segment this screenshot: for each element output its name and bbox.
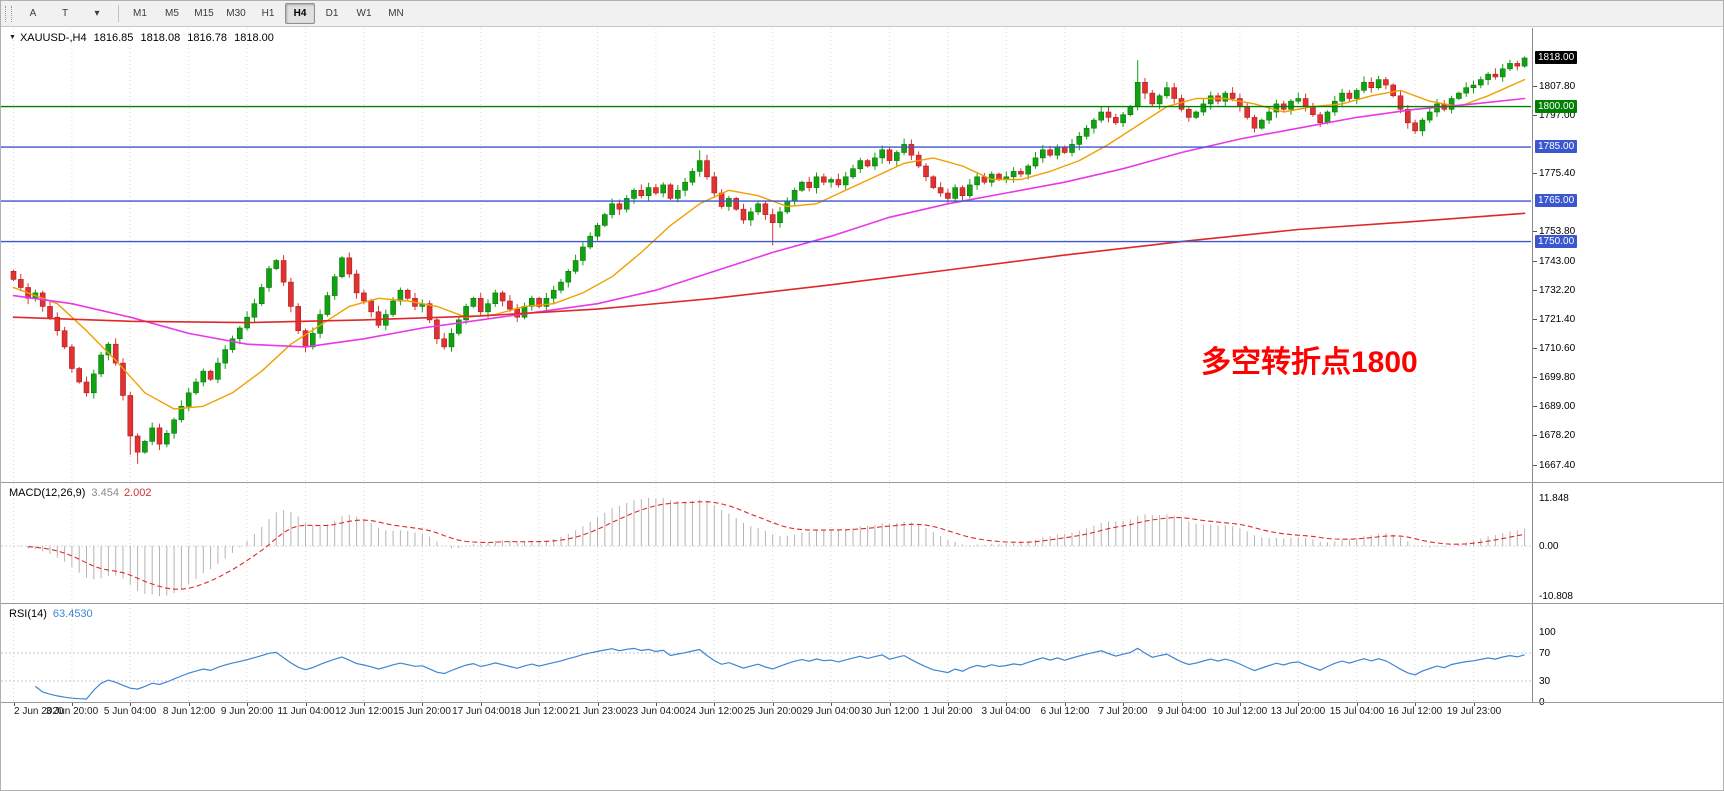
- price-axis-label: 1753.80: [1539, 226, 1576, 237]
- rsi-axis: 10070300: [1532, 604, 1723, 708]
- time-axis-label: 3 Jun 20:00: [45, 706, 99, 717]
- time-axis-label: 16 Jul 12:00: [1387, 706, 1443, 717]
- time-axis-label: 8 Jun 12:00: [162, 706, 216, 717]
- time-axis-border: [1, 702, 1723, 703]
- price-axis-label: 1775.40: [1539, 168, 1576, 179]
- panel-resize-handle[interactable]: [1, 482, 1723, 483]
- current-price-flag: 1818.00: [1535, 51, 1578, 64]
- macd-axis: 11.848 0.00 -10.808: [1532, 483, 1723, 603]
- time-axis-label: 13 Jul 20:00: [1270, 706, 1326, 717]
- ohlc-low: 1816.78: [187, 32, 228, 44]
- timeframes-toolbar: M1 M5 M15 M30 H1 H4 D1 W1 MN: [124, 3, 412, 24]
- price-axis-label: 1678.20: [1539, 430, 1576, 441]
- text-tool-button[interactable]: A: [29, 8, 37, 19]
- time-axis-label: 25 Jun 20:00: [744, 706, 802, 717]
- level-flag-1800: 1800.00: [1535, 100, 1578, 113]
- time-axis-label: 30 Jun 12:00: [861, 706, 919, 717]
- panel-resize-handle[interactable]: [1, 603, 1723, 604]
- price-axis-label: 1721.40: [1539, 314, 1576, 325]
- time-axis-label: 5 Jun 04:00: [103, 706, 157, 717]
- price-axis-label: 1699.80: [1539, 372, 1576, 383]
- chart-ohlc-title: ▼ XAUUSD-,H4 1816.85 1818.08 1816.78 1818…: [9, 32, 278, 44]
- price-axis-label: 1807.80: [1539, 81, 1576, 92]
- macd-main-value: 3.454: [91, 487, 119, 499]
- toolbar: A T ▾ M1 M5 M15 M30 H1 H4 D1 W1 MN: [1, 1, 1723, 27]
- time-axis-label: 17 Jun 04:00: [452, 706, 510, 717]
- price-axis-label: 1797.00: [1539, 110, 1576, 121]
- time-axis-label: 2 Jun 2020: [14, 706, 64, 717]
- toolbar-separator: [118, 5, 119, 22]
- line-studies-toolbar: A T ▾: [17, 3, 113, 24]
- time-axis-label: 23 Jun 04:00: [627, 706, 685, 717]
- rsi-value: 63.4530: [52, 608, 93, 620]
- timeframe-button-h1[interactable]: H1: [261, 8, 275, 19]
- time-axis-label: 24 Jun 12:00: [685, 706, 743, 717]
- level-flag-1750: 1750.00: [1535, 235, 1578, 248]
- time-axis-label: 7 Jul 20:00: [1098, 706, 1148, 717]
- timeframe-button-m5[interactable]: M5: [165, 8, 179, 19]
- trendline-tool-button[interactable]: T: [61, 8, 69, 19]
- macd-name: MACD(12,26,9): [9, 487, 86, 499]
- macd-signal-value: 2.002: [123, 487, 152, 499]
- rsi-indicator-label: RSI(14) 63.4530: [9, 608, 93, 620]
- timeframe-button-mn[interactable]: MN: [388, 8, 404, 19]
- macd-panel-canvas[interactable]: [1, 483, 1531, 603]
- rsi-axis-label: 70: [1539, 648, 1551, 659]
- macd-axis-label: 0.00: [1539, 541, 1559, 552]
- time-axis-label: 11 Jun 04:00: [277, 706, 335, 717]
- chart-expander-icon: ▼: [9, 34, 16, 41]
- time-axis-label: 15 Jun 20:00: [393, 706, 451, 717]
- rsi-axis-label: 100: [1539, 627, 1556, 638]
- time-axis-label: 6 Jul 12:00: [1040, 706, 1090, 717]
- timeframe-button-h4[interactable]: H4: [285, 3, 315, 24]
- time-axis-label: 9 Jul 04:00: [1157, 706, 1207, 717]
- drawing-tools-dropdown[interactable]: ▾: [94, 8, 100, 19]
- time-axis-label: 15 Jul 04:00: [1329, 706, 1385, 717]
- macd-indicator-label: MACD(12,26,9) 3.454 2.002: [9, 487, 151, 499]
- level-flag-1785: 1785.00: [1535, 140, 1578, 153]
- ohlc-close: 1818.00: [234, 32, 274, 44]
- chart-symbol-label: XAUUSD-,H4: [19, 32, 87, 44]
- toolbar-grip-handle[interactable]: [5, 5, 12, 22]
- level-flag-1765: 1765.00: [1535, 194, 1578, 207]
- macd-axis-label: -10.808: [1539, 591, 1573, 602]
- timeframe-button-m1[interactable]: M1: [133, 8, 147, 19]
- price-axis-label: 1743.00: [1539, 256, 1576, 267]
- time-axis-label: 12 Jun 12:00: [335, 706, 393, 717]
- price-axis-label: 1667.40: [1539, 460, 1576, 471]
- rsi-name: RSI(14): [9, 608, 47, 620]
- time-axis-label: 18 Jun 12:00: [510, 706, 568, 717]
- ohlc-open: 1816.85: [93, 32, 134, 44]
- price-axis-label: 1710.60: [1539, 343, 1576, 354]
- time-axis[interactable]: 2 Jun 2020 3 Jun 20:00 5 Jun 04:00 8 Jun 12…: [1, 703, 1531, 719]
- time-axis-label: 29 Jun 04:00: [802, 706, 860, 717]
- time-axis-label: 10 Jul 12:00: [1212, 706, 1268, 717]
- time-axis-label: 9 Jun 20:00: [220, 706, 274, 717]
- rsi-panel-canvas[interactable]: [1, 604, 1531, 702]
- time-axis-label: 3 Jul 04:00: [981, 706, 1031, 717]
- timeframe-button-d1[interactable]: D1: [325, 8, 339, 19]
- price-axis-label: 1732.20: [1539, 285, 1576, 296]
- ohlc-high: 1818.08: [140, 32, 181, 44]
- rsi-axis-label: 30: [1539, 676, 1551, 687]
- macd-axis-label: 11.848: [1539, 493, 1569, 504]
- price-axis[interactable]: 1807.80 1797.00 1775.40 1753.80 1743.00 1732.…: [1532, 28, 1723, 482]
- timeframe-button-m30[interactable]: M30: [226, 8, 246, 19]
- chart-annotation[interactable]: 多空转折点1800: [1201, 346, 1418, 379]
- time-axis-label: 1 Jul 20:00: [923, 706, 973, 717]
- timeframe-button-w1[interactable]: W1: [356, 8, 372, 19]
- time-axis-label: 19 Jul 23:00: [1446, 706, 1502, 717]
- timeframe-button-m15[interactable]: M15: [194, 8, 214, 19]
- time-axis-label: 21 Jun 23:00: [569, 706, 627, 717]
- price-axis-label: 1689.00: [1539, 401, 1576, 412]
- main-chart-canvas[interactable]: [1, 28, 1531, 482]
